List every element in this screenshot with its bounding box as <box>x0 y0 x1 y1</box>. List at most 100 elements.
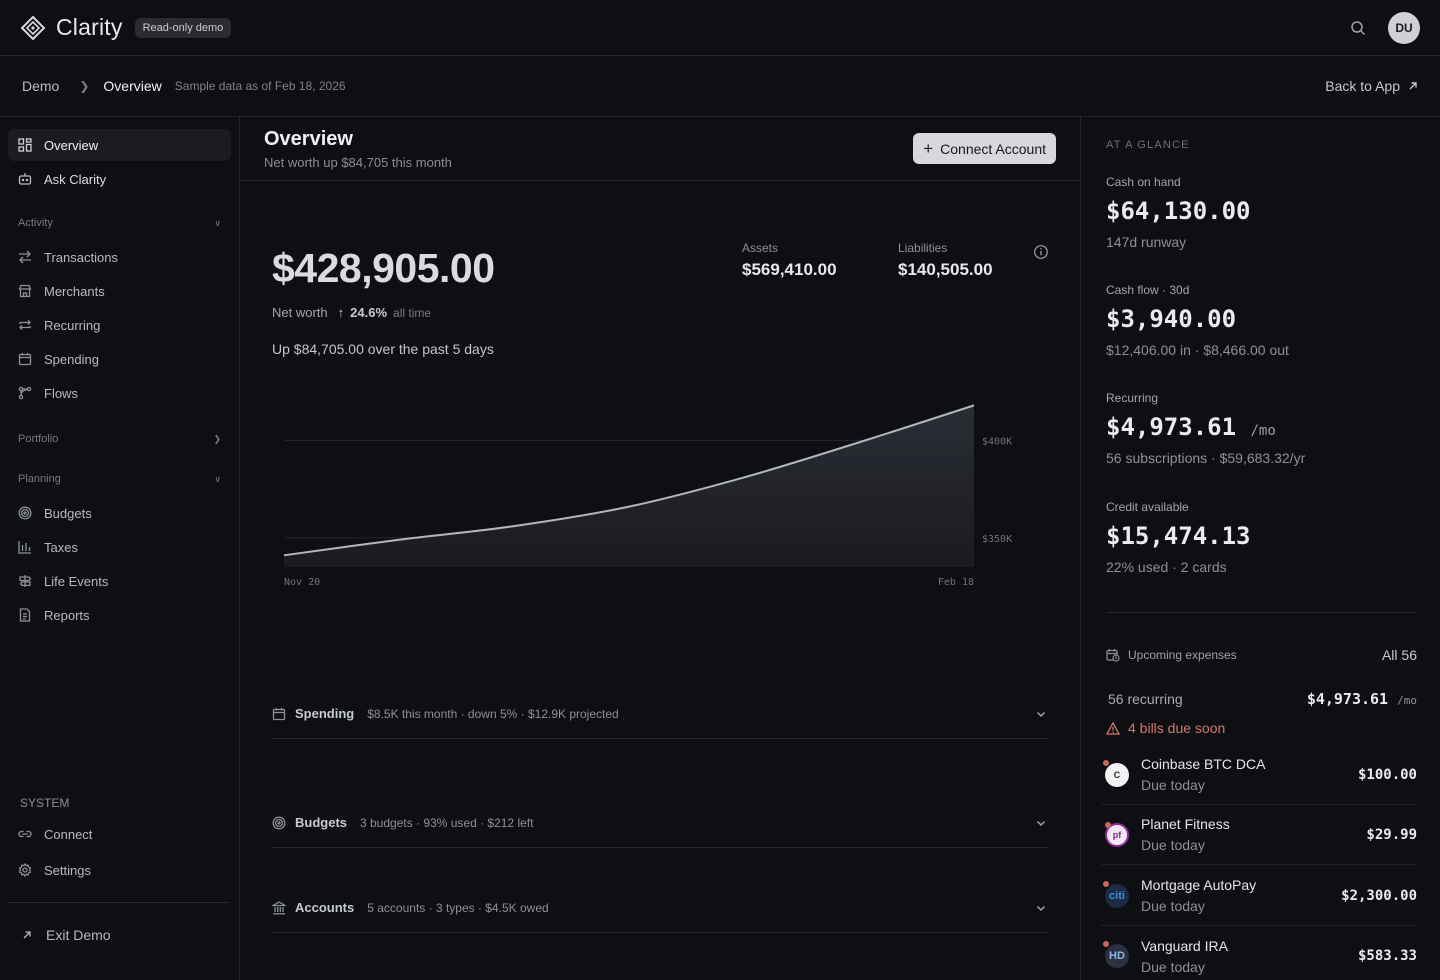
bills-due-soon-alert: 4 bills due soon <box>1106 720 1225 736</box>
sample-data-note: Sample data as of Feb 18, 2026 <box>174 79 346 93</box>
sidebar-item-reports[interactable]: Reports <box>8 599 231 631</box>
net-worth-summary: Up $84,705.00 over the past 5 days <box>272 341 494 357</box>
bill-amount: $583.33 <box>1357 948 1417 964</box>
recurring-summary-row: 56 recurring $4,973.61 /mo <box>1108 690 1417 708</box>
chart-y-tick-label: $400K <box>982 436 1012 447</box>
sidebar-item-label: Life Events <box>44 573 109 589</box>
chevron-right-icon: ❯ <box>213 433 221 444</box>
bill-logo-text: HD <box>1109 950 1125 962</box>
bill-row[interactable]: C Coinbase BTC DCA Due today $100.00 <box>1101 745 1417 805</box>
target-icon <box>272 816 286 829</box>
sidebar-divider <box>8 902 230 903</box>
bill-due: Due today <box>1141 777 1205 793</box>
arrow-up-right-icon <box>1409 82 1417 90</box>
recurring-count: 56 recurring <box>1108 691 1183 707</box>
sidebar-item-transactions[interactable]: Transactions <box>8 241 231 273</box>
exit-demo-label: Exit Demo <box>46 927 111 943</box>
accounts-accordion[interactable]: Accounts 5 accounts · 3 types · $4.5K ow… <box>272 883 1048 933</box>
arrows-swap-icon <box>19 250 31 264</box>
due-dot <box>1103 759 1109 766</box>
assets-label: Assets <box>742 241 779 255</box>
sidebar-item-life-events[interactable]: Life Events <box>8 565 231 597</box>
info-icon[interactable] <box>1033 244 1049 260</box>
section-system: SYSTEM <box>20 796 70 810</box>
stat-sub: 56 subscriptions · $59,683.32/yr <box>1106 450 1306 466</box>
main-content: Overview Net worth up $84,705 this month… <box>240 117 1081 980</box>
section-activity-label: Activity <box>18 217 53 229</box>
sidebar-item-connect[interactable]: Connect <box>8 817 232 851</box>
stat-label: Cash flow · 30d <box>1106 283 1190 297</box>
net-worth-label: Net worth <box>272 305 328 320</box>
bill-row[interactable]: citi Mortgage AutoPay Due today $2,300.0… <box>1101 866 1417 926</box>
cash-on-hand-stat: Cash on hand $64,130.00 147d runway <box>1106 175 1251 250</box>
bill-due: Due today <box>1141 898 1205 914</box>
sidebar-item-flows[interactable]: Flows <box>8 377 231 409</box>
section-activity[interactable]: Activity ∨ <box>8 211 231 235</box>
sidebar-item-label: Reports <box>44 607 90 623</box>
spending-accordion[interactable]: Spending $8.5K this month · down 5% · $1… <box>272 689 1048 739</box>
connect-account-button[interactable]: + Connect Account <box>913 133 1056 164</box>
stat-unit: /mo <box>1250 423 1276 439</box>
bar-chart-icon <box>18 541 31 554</box>
budgets-accordion-summary: 3 budgets · 93% used · $212 left <box>360 815 534 830</box>
upcoming-all-link[interactable]: All 56 <box>1381 647 1417 663</box>
search-icon[interactable] <box>1350 20 1366 36</box>
arrow-up-right-icon <box>23 931 31 939</box>
app-name: Clarity <box>56 14 123 40</box>
top-bar: Clarity Read-only demo DU <box>0 0 1440 56</box>
chevron-down-icon: ∨ <box>214 473 221 484</box>
avatar[interactable]: DU <box>1388 11 1420 44</box>
liabilities-kpi: Liabilities $140,505.00 <box>898 241 993 280</box>
calendar-clock-icon <box>1106 649 1120 662</box>
budgets-accordion[interactable]: Budgets 3 budgets · 93% used · $212 left <box>272 798 1048 848</box>
chevron-down-icon <box>1037 820 1045 826</box>
recurring-stat: Recurring $4,973.61 /mo 56 subscriptions… <box>1106 391 1305 466</box>
recurring-total-unit: /mo <box>1397 694 1417 707</box>
stat-label: Credit available <box>1106 500 1189 514</box>
sidebar-item-ask-clarity[interactable]: Ask Clarity <box>8 163 231 195</box>
bill-name: Vanguard IRA <box>1141 937 1228 954</box>
sidebar-item-label: Settings <box>44 862 91 878</box>
signpost-icon <box>19 575 32 587</box>
sidebar-item-label: Recurring <box>44 317 101 333</box>
bills-due-soon-label: 4 bills due soon <box>1128 720 1226 736</box>
citi-logo-icon: citi <box>1103 880 1129 908</box>
stat-label: Recurring <box>1106 391 1159 405</box>
back-to-app-link[interactable]: Back to App <box>1325 78 1418 94</box>
sidebar-item-taxes[interactable]: Taxes <box>8 531 231 563</box>
bill-name: Coinbase BTC DCA <box>1141 756 1266 772</box>
chart-series-line <box>283 404 975 557</box>
sidebar-item-merchants[interactable]: Merchants <box>8 275 231 307</box>
sidebar-item-settings[interactable]: Settings <box>8 853 232 887</box>
logo[interactable]: Clarity <box>20 14 123 41</box>
section-portfolio[interactable]: Portfolio ❯ <box>8 427 231 451</box>
sidebar-item-budgets[interactable]: Budgets <box>8 497 231 529</box>
sidebar-item-overview[interactable]: Overview <box>8 129 231 161</box>
sidebar-item-recurring[interactable]: Recurring <box>8 309 231 341</box>
section-planning[interactable]: Planning ∨ <box>8 467 231 491</box>
due-dot <box>1105 821 1111 828</box>
sidebar-item-label: Merchants <box>44 283 105 299</box>
page-subtitle: Net worth up $84,705 this month <box>264 155 452 170</box>
bill-due: Due today <box>1141 958 1205 975</box>
due-dot <box>1103 941 1109 947</box>
chart-x-tick-label: Feb 18 <box>938 577 974 588</box>
sidebar-item-spending[interactable]: Spending <box>8 343 231 375</box>
net-worth-label-row: Net worth ↑ 24.6% all time <box>272 305 431 320</box>
calendar-icon <box>272 707 286 720</box>
cash-flow-stat: Cash flow · 30d $3,940.00 $12,406.00 in … <box>1106 283 1289 358</box>
vanguard-logo-icon: HD <box>1103 941 1129 968</box>
bill-logo-text: pf <box>1112 829 1122 840</box>
stat-value: $15,474.13 <box>1106 522 1251 550</box>
sidebar-item-label: Overview <box>44 137 99 153</box>
bill-name: Planet Fitness <box>1141 816 1230 832</box>
arrow-up-icon: ↑ <box>337 305 345 320</box>
chevron-down-icon <box>1037 905 1045 911</box>
bill-row[interactable]: HD Vanguard IRA Due today $583.33 <box>1101 926 1417 980</box>
breadcrumb-demo[interactable]: Demo <box>22 78 60 94</box>
sidebar-item-label: Connect <box>44 826 93 842</box>
bill-name: Mortgage AutoPay <box>1141 877 1257 893</box>
exit-demo-button[interactable]: Exit Demo <box>22 927 111 943</box>
bill-row[interactable]: pf Planet Fitness Due today $29.99 <box>1101 805 1417 865</box>
bill-amount: $29.99 <box>1366 826 1417 843</box>
